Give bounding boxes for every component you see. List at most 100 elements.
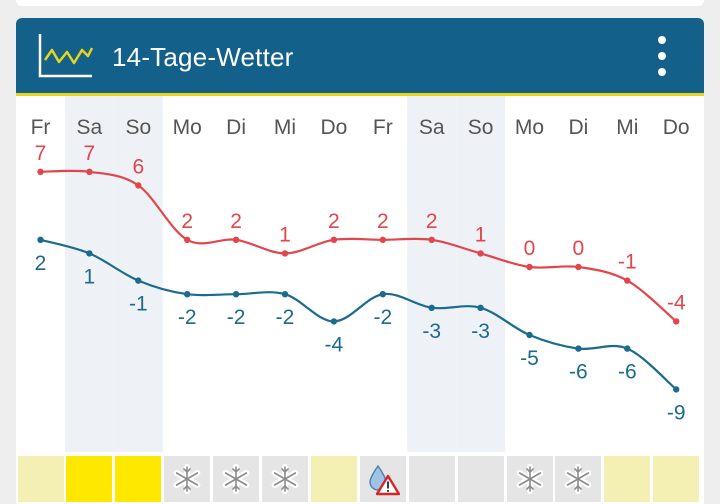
day-label: Di — [226, 116, 246, 139]
max-temp-label: 2 — [328, 210, 340, 233]
card-title: 14-Tage-Wetter — [112, 42, 294, 72]
weekend-shade — [456, 96, 506, 452]
rain-warning-icon — [366, 462, 400, 496]
max-temp-point — [86, 168, 93, 175]
max-temp-label: 1 — [475, 223, 487, 246]
weather-cell-snowflake[interactable] — [555, 456, 602, 502]
min-temp-point — [624, 345, 631, 352]
min-temp-point — [477, 304, 484, 311]
min-temp-label: -3 — [471, 320, 490, 343]
snowflake-icon — [219, 462, 253, 496]
day-label: Mo — [515, 116, 544, 139]
weather-cell-snowflake[interactable] — [164, 456, 211, 502]
max-temp-label: 6 — [132, 155, 144, 178]
day-label: Fr — [373, 116, 393, 139]
temperature-chart: Fr Sa So Mo Di Mi Do Fr Sa So Mo Di Mi Do 7 7 6 2 2 1 2 2 2 1 0 0… — [31, 96, 690, 452]
weather-cell-snowflake[interactable] — [213, 456, 260, 502]
weather-cell[interactable] — [408, 456, 455, 502]
min-temp-label: -3 — [422, 320, 441, 343]
max-temp-point — [330, 236, 338, 243]
max-temp-label: 2 — [426, 210, 438, 233]
snowflake-icon — [561, 462, 595, 496]
weather-cell[interactable] — [653, 456, 700, 502]
max-temp-point — [428, 236, 435, 243]
max-temp-point — [526, 263, 533, 271]
min-temp-label: -2 — [178, 306, 197, 329]
weather-cell-rain-warning[interactable] — [359, 456, 406, 502]
snowflake-icon — [513, 462, 547, 496]
snowflake-icon — [268, 462, 302, 496]
max-temp-label: 7 — [35, 142, 47, 165]
day-label: Do — [663, 116, 690, 139]
max-temp-label: 0 — [573, 237, 585, 260]
min-temp-label: -2 — [227, 306, 246, 329]
day-label: Do — [320, 116, 347, 139]
min-temp-point — [330, 318, 338, 325]
min-temp-label: -2 — [373, 306, 392, 329]
min-temp-label: -2 — [276, 306, 295, 329]
max-temp-point — [673, 318, 680, 325]
max-temp-point — [281, 250, 289, 257]
min-temp-point — [37, 236, 44, 243]
min-temp-point — [281, 291, 289, 298]
min-temp-label: -4 — [325, 333, 344, 356]
day-label: Sa — [77, 116, 103, 139]
min-temp-label: -6 — [569, 361, 588, 384]
previous-card-edge — [16, 0, 704, 6]
weather-cell[interactable] — [310, 456, 357, 502]
min-temp-point — [232, 291, 240, 298]
max-temp-label: 0 — [524, 237, 536, 260]
max-temp-point — [379, 236, 386, 243]
weather-cell-snowflake[interactable] — [262, 456, 308, 502]
min-temp-label: -6 — [618, 361, 637, 384]
day-label: Sa — [419, 116, 445, 139]
min-temp-point — [526, 331, 533, 339]
weather-cell[interactable] — [115, 456, 162, 502]
temperature-chart-icon — [38, 34, 94, 78]
day-label: So — [125, 116, 151, 139]
weather-cell[interactable] — [66, 456, 113, 502]
min-temp-point — [379, 291, 386, 298]
max-temp-point — [232, 236, 240, 243]
min-temp-point — [673, 386, 680, 393]
more-vertical-icon[interactable] — [652, 34, 672, 78]
day-label: Mi — [274, 116, 296, 139]
min-temp-label: -1 — [129, 293, 148, 316]
min-temp-point — [428, 304, 435, 311]
max-temp-point — [477, 250, 484, 257]
snowflake-icon — [170, 462, 204, 496]
day-label: Mi — [616, 116, 638, 139]
max-temp-label: 2 — [377, 210, 389, 233]
min-temp-point — [575, 345, 582, 352]
weather-cell-snowflake[interactable] — [506, 456, 553, 502]
card-header: 14-Tage-Wetter — [16, 18, 704, 96]
day-label: Di — [568, 116, 588, 139]
min-temp-label: -5 — [520, 347, 539, 370]
day-label: So — [468, 116, 494, 139]
min-temp-label: 1 — [84, 265, 96, 288]
weather-cell[interactable] — [17, 456, 64, 502]
max-temp-point — [37, 168, 44, 175]
max-temp-point — [184, 236, 191, 243]
max-temp-label: -1 — [618, 251, 637, 274]
min-temp-label: -9 — [667, 401, 686, 424]
max-temp-label: -4 — [667, 291, 686, 314]
day-label: Mo — [173, 116, 202, 139]
max-temp-point — [575, 263, 582, 271]
min-temp-label: 2 — [35, 252, 47, 275]
max-temp-label: 7 — [84, 142, 96, 165]
max-temp-label: 1 — [279, 223, 291, 246]
weather-cell[interactable] — [604, 456, 651, 502]
weekend-shade — [113, 96, 163, 452]
weather-strip — [16, 456, 704, 502]
min-temp-point — [86, 250, 93, 257]
forecast-card: 14-Tage-Wetter Fr Sa So Mo Di Mi Do Fr Sa So Mo Di M… — [16, 18, 704, 504]
weather-cell[interactable] — [457, 456, 504, 502]
min-temp-point — [184, 291, 191, 298]
day-label: Fr — [31, 116, 51, 139]
max-temp-label: 2 — [230, 210, 242, 233]
max-temp-point — [135, 182, 142, 189]
min-temp-point — [135, 277, 142, 284]
weekend-shade — [64, 96, 114, 452]
max-temp-label: 2 — [181, 210, 193, 233]
